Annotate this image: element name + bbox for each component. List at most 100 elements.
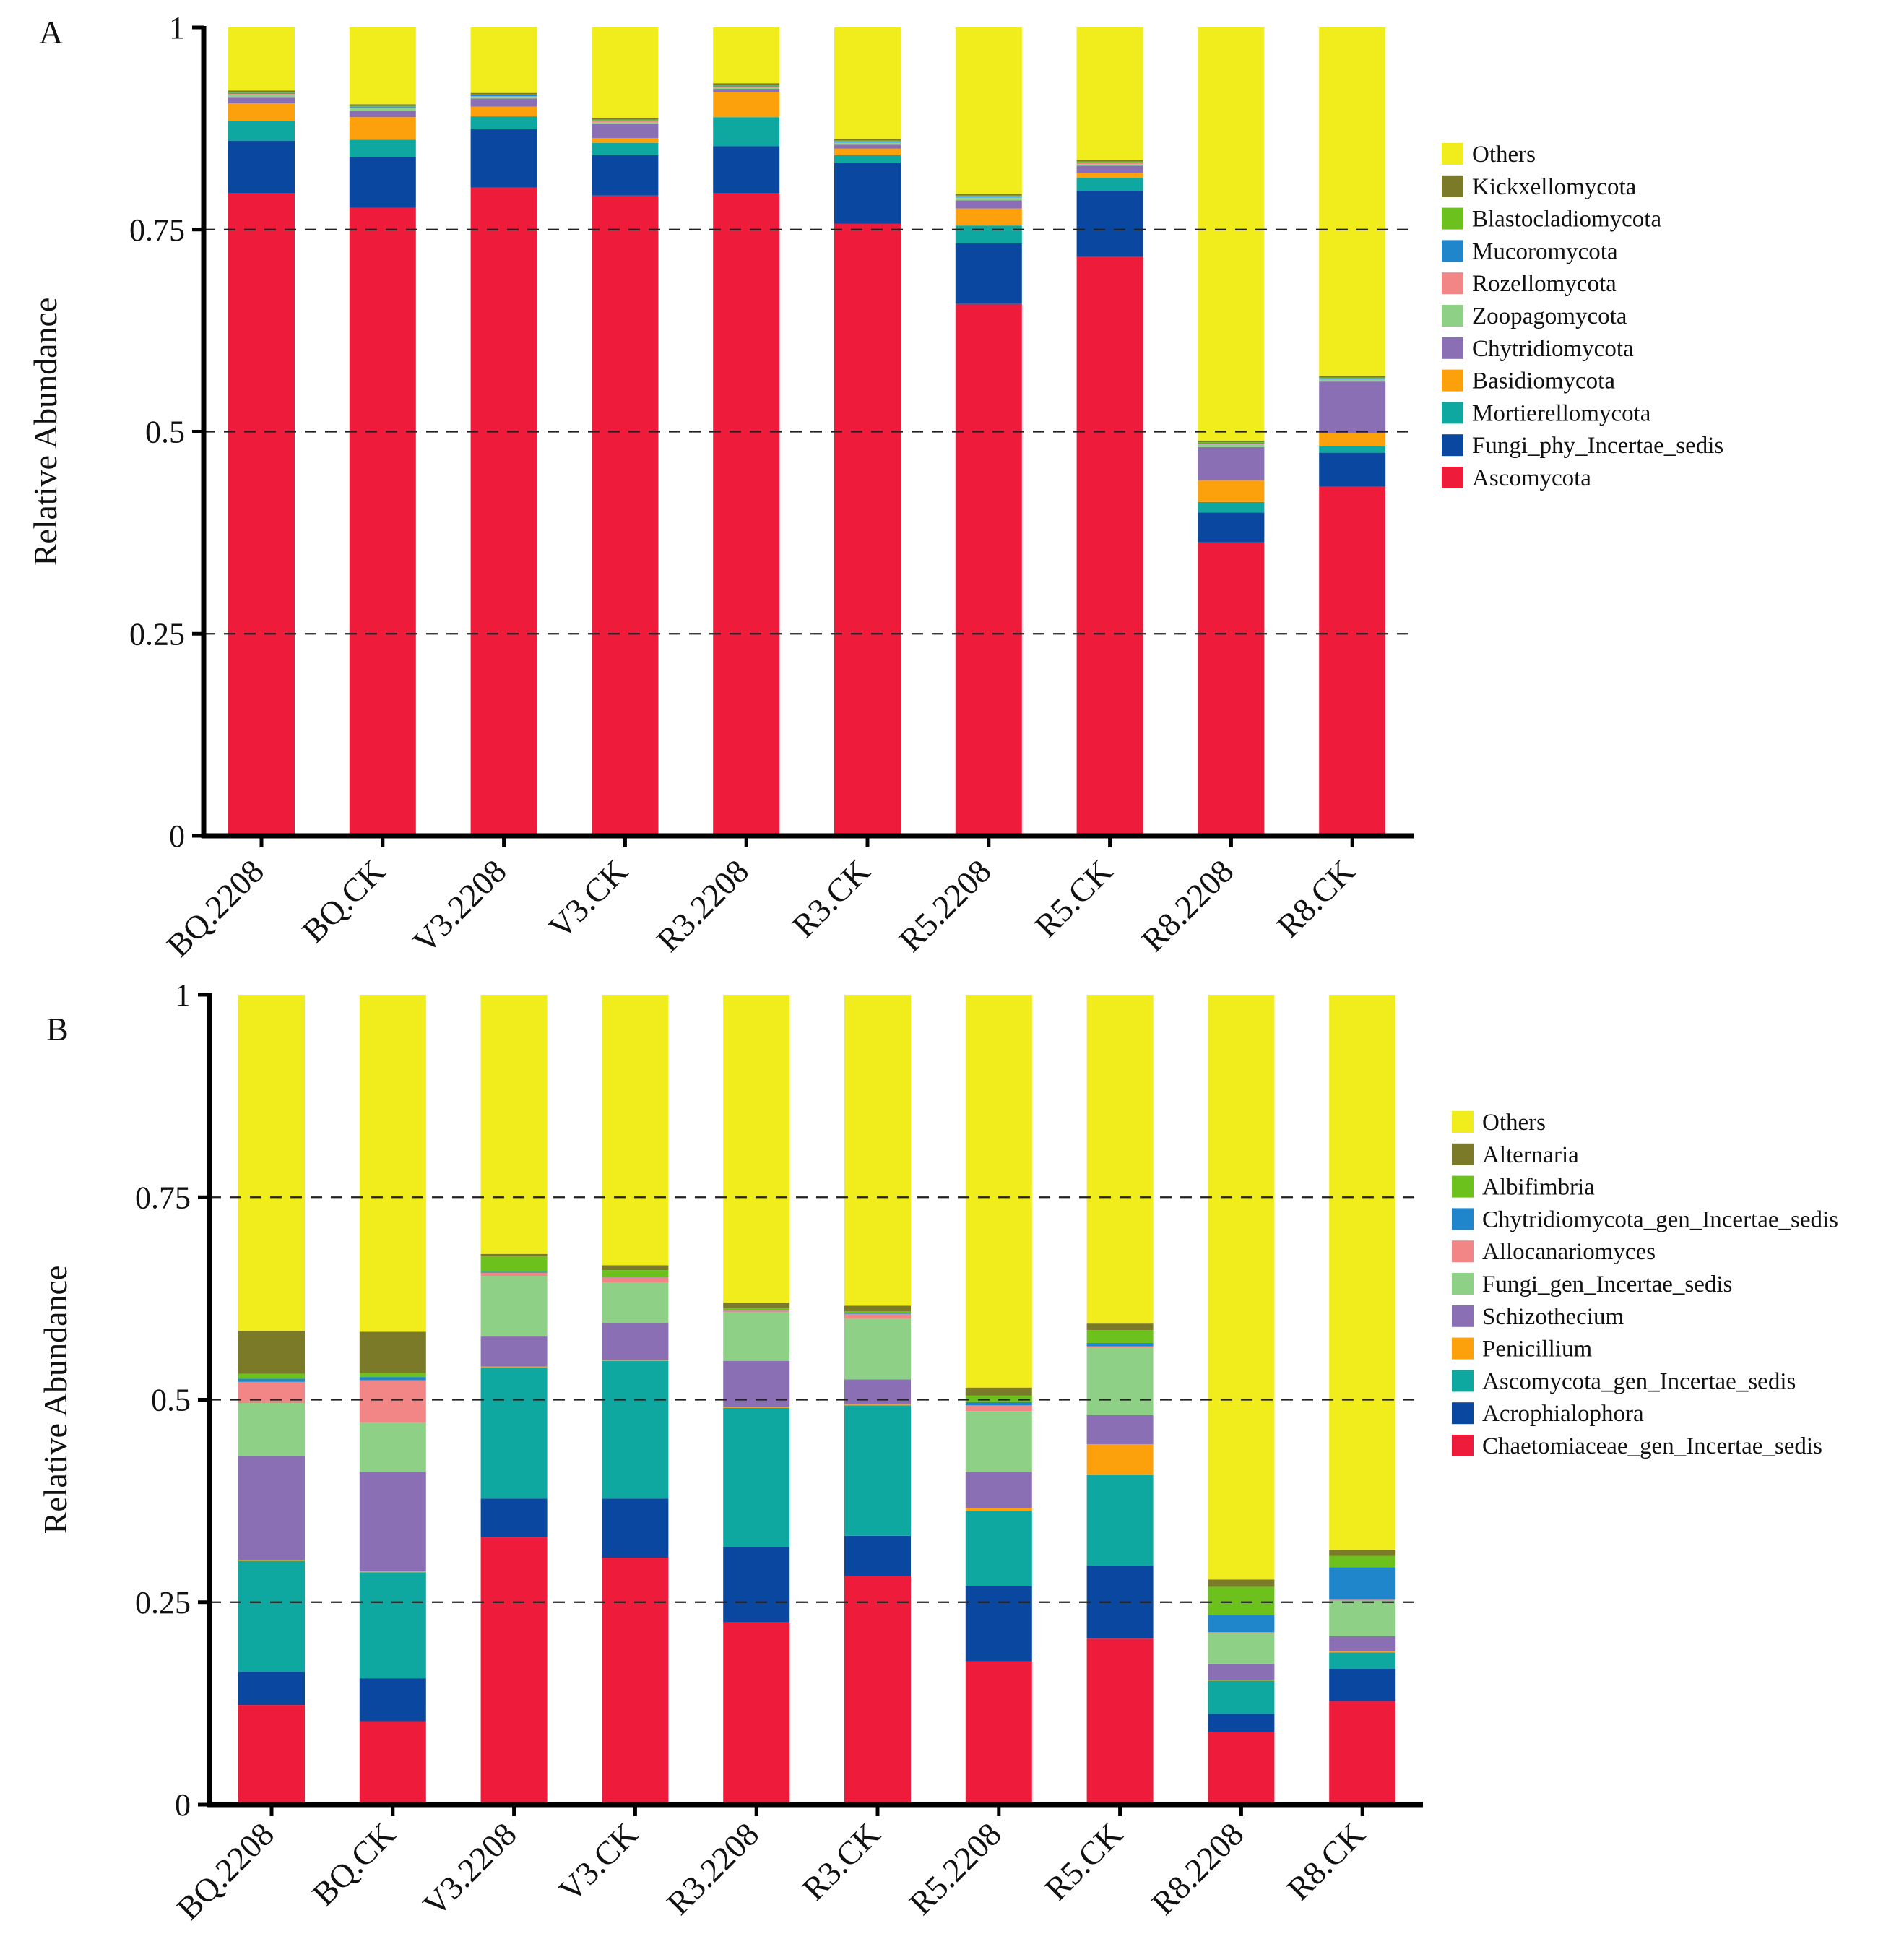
bar-segment [359,1331,426,1373]
x-tick-label: BQ.CK [295,852,392,950]
bar-segment [834,148,901,155]
bar-segment [1076,27,1143,160]
bar-segment [1208,1579,1275,1587]
legend-label: Zoopagomycota [1472,303,1627,329]
bar-segment [834,142,901,144]
bar-segment [1198,440,1265,443]
y-axis-title: Relative Abundance [37,1266,74,1534]
bar-segment [844,1313,911,1314]
bar-segment [955,303,1022,836]
bar-segment [844,1404,911,1406]
bar-segment [359,1571,426,1573]
bar-segment [470,97,537,99]
bar-segment [238,1672,305,1706]
legend-swatch [1442,272,1463,295]
x-tick-label: R8.2208 [1134,852,1240,959]
bar-segment [844,1311,911,1313]
bar-segment [1329,1600,1396,1636]
bar-segment [834,143,901,145]
bar-segment [238,1560,305,1672]
y-tick-label: 0.75 [129,212,185,248]
bar-segment [480,1272,548,1276]
legend-label: Fungi_gen_Incertae_sedis [1482,1271,1732,1297]
legend-swatch [1452,1240,1474,1263]
bar-segment [844,1313,911,1319]
bar-segment [602,1323,669,1360]
bar-segment [1329,1549,1396,1556]
bar-segment [349,157,416,208]
bar-segment [602,1270,669,1277]
legend-label: Fungi_phy_Incertae_sedis [1472,433,1723,459]
bar-segment [1319,446,1386,453]
bar-segment [238,1456,305,1560]
bar-segment [228,27,295,91]
legend-swatch [1442,402,1463,424]
bar-segment [228,97,295,104]
legend-swatch [1442,369,1463,392]
bar-segment [723,1407,790,1547]
bar-segment [713,193,780,836]
legend-label: Alternaria [1482,1142,1579,1168]
bar-segment [955,194,1022,196]
bar-segment [965,1387,1032,1396]
x-tick-label: BQ.2208 [160,852,271,964]
bar-segment [1319,379,1386,382]
bar-segment [1329,1651,1396,1653]
bar-segment [713,92,780,118]
bar-segment [844,1576,911,1805]
legend-swatch [1442,143,1463,165]
bar-segment [480,1256,548,1272]
bar-segment [844,1379,911,1405]
bar-segment [349,139,416,157]
legend-swatch [1452,1175,1474,1198]
y-tick-label: 0.25 [135,1585,191,1620]
bar-segment [1198,444,1265,447]
legend-label: Chaetomiaceae_gen_Incertae_sedis [1482,1433,1822,1459]
x-tick-label: R5.2208 [892,852,998,959]
bar-segment [1329,1636,1396,1652]
bar-segment [1086,995,1154,1324]
bar-segment [713,146,780,194]
bar-segment [965,995,1032,1388]
bar-segment [955,208,1022,226]
legend-swatch [1452,1273,1474,1295]
bar-segment [228,94,295,98]
bar-segment [470,96,537,98]
bar-segment [480,1275,548,1337]
bar-segment [1208,1663,1275,1680]
bar-segment [1086,1638,1154,1805]
bar-segment [1329,1701,1396,1805]
legend-label: Mortierellomycota [1472,400,1651,426]
bar-segment [834,27,901,139]
bar-segment [955,243,1022,304]
y-axis-title: Relative Abundance [27,298,64,566]
bar-segment [1086,1346,1154,1348]
legend-label: Penicillium [1482,1336,1592,1362]
bar-segment [228,93,295,95]
panel-label: B [46,1011,69,1048]
bar-segment [480,1366,548,1368]
bar-segment [480,995,548,1254]
bar-segment [1208,1632,1275,1633]
bar-segment [238,1705,305,1805]
y-tick-label: 0.5 [151,1383,191,1418]
legend-swatch [1442,175,1463,197]
bar-segment [349,106,416,108]
bar-segment [955,225,1022,243]
bar-segment [228,92,295,93]
bar-segment [470,92,537,95]
legend-swatch [1452,1143,1474,1165]
bar-segment [965,1586,1032,1662]
bar-segment [602,1558,669,1805]
bar-segment [1319,27,1386,376]
bar-segment [1198,542,1265,836]
bar-segment [349,27,416,105]
bar-segment [1076,163,1143,165]
bar-segment [713,83,780,85]
bar-segment [965,1405,1032,1412]
bar-segment [349,104,416,106]
bar-segment [602,1282,669,1323]
bar-segment [1319,381,1386,433]
bar-segment [592,195,659,836]
